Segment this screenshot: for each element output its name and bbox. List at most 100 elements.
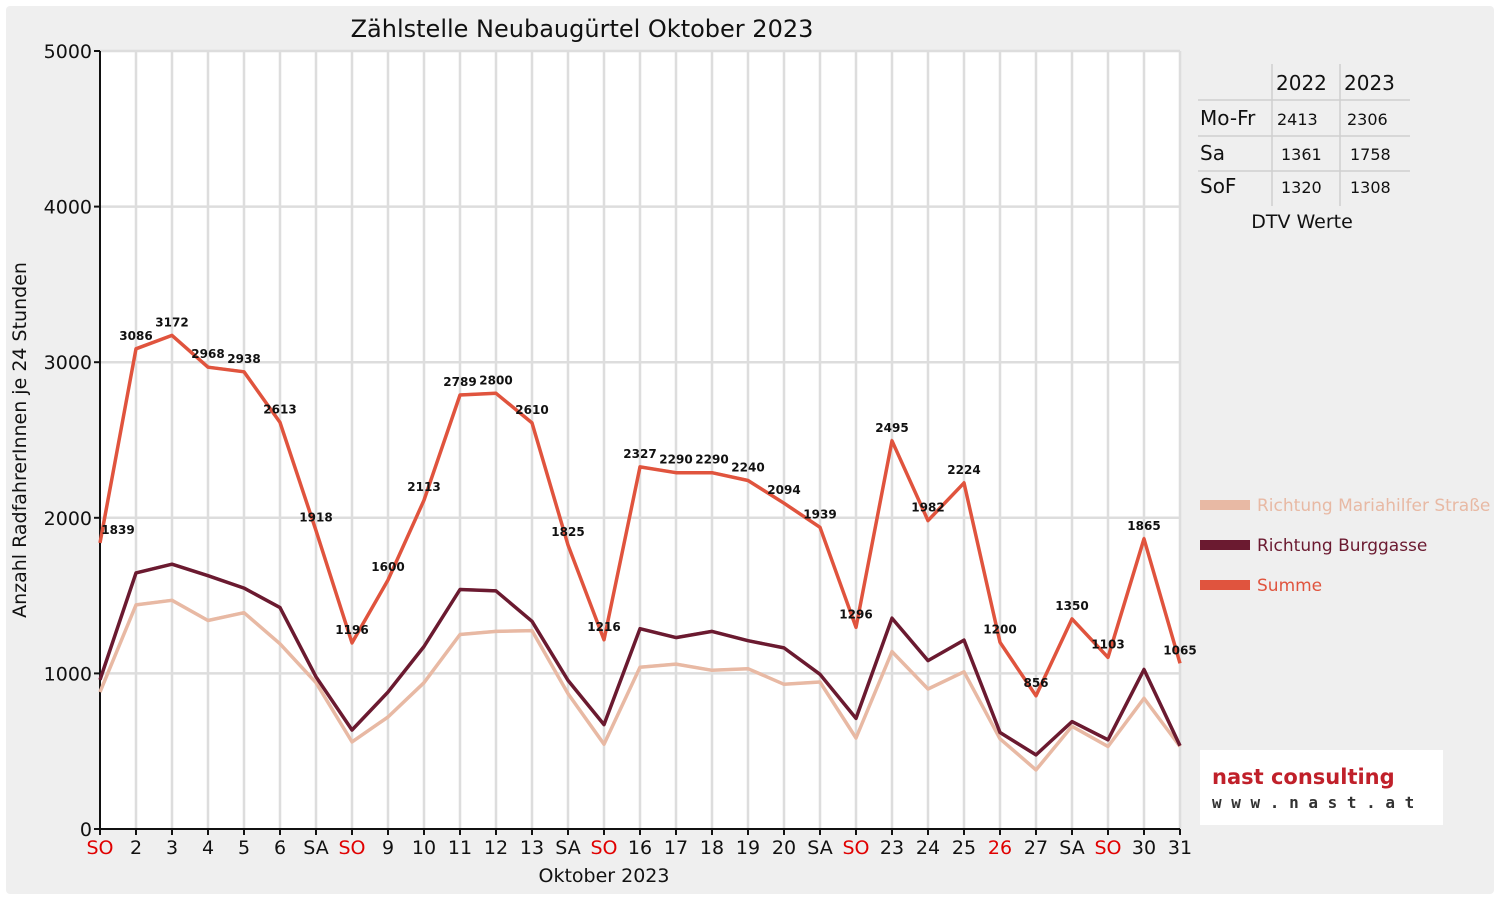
x-tick-label: 9	[382, 837, 394, 859]
legend-swatch	[1200, 500, 1250, 510]
x-tick-label: 19	[736, 837, 760, 859]
data-label: 2968	[191, 347, 224, 361]
data-label: 1200	[983, 622, 1016, 636]
x-tick-label: SA	[807, 837, 832, 859]
x-tick-label: SO	[338, 837, 365, 859]
data-label: 1196	[335, 623, 368, 637]
table-row-label: SoF	[1200, 174, 1236, 198]
chart-title: Zählstelle Neubaugürtel Oktober 2023	[351, 15, 814, 43]
table-header-2022: 2022	[1276, 71, 1327, 95]
data-label: 2094	[767, 483, 800, 497]
table-header-2023: 2023	[1344, 71, 1395, 95]
x-tick-label: SO	[842, 837, 869, 859]
x-tick-label: SA	[303, 837, 328, 859]
data-label: 1939	[803, 507, 836, 521]
y-tick-label: 2000	[44, 508, 92, 530]
data-label: 2327	[623, 447, 656, 461]
x-tick-label: 18	[700, 837, 724, 859]
data-label: 2224	[947, 463, 980, 477]
data-label: 2290	[659, 453, 692, 467]
x-tick-label: SO	[1094, 837, 1121, 859]
x-tick-label: 30	[1132, 837, 1156, 859]
x-tick-label: SA	[1059, 837, 1084, 859]
x-tick-label: 13	[520, 837, 544, 859]
data-label: 1103	[1091, 637, 1124, 651]
table-cell: 2413	[1277, 110, 1318, 129]
x-tick-label: SA	[555, 837, 580, 859]
x-tick-label: 31	[1168, 837, 1192, 859]
table-caption: DTV Werte	[1251, 211, 1353, 233]
data-label: 1839	[101, 523, 134, 537]
x-tick-label: 25	[952, 837, 976, 859]
logo-text: nast consulting	[1212, 765, 1395, 789]
table-cell: 1361	[1281, 145, 1322, 164]
logo-box	[1200, 750, 1443, 825]
logo-url: w w w . n a s t . a t	[1212, 793, 1414, 812]
table-cell: 1320	[1281, 178, 1322, 197]
data-label: 1918	[299, 511, 332, 525]
x-tick-label: 2	[130, 837, 142, 859]
x-tick-label: 17	[664, 837, 688, 859]
x-tick-label: 23	[880, 837, 904, 859]
x-tick-label: 12	[484, 837, 508, 859]
legend-swatch	[1200, 540, 1250, 550]
table-row-label: Sa	[1200, 141, 1225, 165]
x-tick-label: 26	[988, 837, 1012, 859]
data-label: 1825	[551, 525, 584, 539]
y-tick-label: 3000	[44, 352, 92, 374]
x-tick-label: 24	[916, 837, 940, 859]
x-axis-label: Oktober 2023	[539, 865, 670, 887]
series-line-richtung-burggasse-shadow	[99, 562, 1181, 755]
data-label: 1865	[1127, 519, 1160, 533]
table-row-label: Mo-Fr	[1200, 106, 1256, 130]
data-label: 1065	[1163, 643, 1196, 657]
x-tick-label: 20	[772, 837, 796, 859]
x-tick-label: SO	[590, 837, 617, 859]
table-cell: 2306	[1347, 110, 1388, 129]
x-tick-label: 11	[448, 837, 472, 859]
legend: Richtung Mariahilfer Straße Richtung Burg…	[1200, 496, 1490, 596]
x-tick-labels: SO 2 3 4 5 6 SA SO 9 10 11 12 13 SA SO 16 17 18 19 20 SA SO 23…	[86, 829, 1192, 859]
data-label: 2495	[875, 421, 908, 435]
horizontal-gridlines	[100, 49, 1180, 675]
series-lines	[98, 333, 1182, 772]
legend-label: Richtung Burggasse	[1257, 536, 1427, 556]
y-tick-labels: 0 1000 2000 3000 4000 5000	[44, 41, 100, 841]
data-label: 1982	[911, 501, 944, 515]
table-cell: 1758	[1350, 145, 1391, 164]
data-label: 1216	[587, 620, 620, 634]
data-label: 2938	[227, 352, 260, 366]
series-line-summe-shadow	[99, 333, 1181, 697]
data-label: 3172	[155, 315, 188, 329]
legend-swatch	[1200, 580, 1250, 590]
x-tick-label: 6	[274, 837, 286, 859]
x-tick-label: 3	[166, 837, 178, 859]
x-tick-label: 4	[202, 837, 214, 859]
x-tick-label: 16	[628, 837, 652, 859]
legend-label: Summe	[1257, 576, 1322, 596]
data-label: 1296	[839, 607, 872, 621]
x-tick-label: 27	[1024, 837, 1048, 859]
y-tick-label: 0	[80, 819, 92, 841]
vertical-gridlines	[134, 51, 1182, 829]
brand-logo: nast consulting w w w . n a s t . a t	[1200, 750, 1443, 825]
data-label: 2113	[407, 480, 440, 494]
series-line-richtung-mariahilfer-stra-e-shadow	[99, 598, 1181, 770]
legend-label: Richtung Mariahilfer Straße	[1257, 496, 1490, 516]
data-label: 2613	[263, 402, 296, 416]
y-tick-label: 1000	[44, 663, 92, 685]
y-tick-label: 5000	[44, 41, 92, 63]
data-label: 856	[1023, 676, 1048, 690]
data-label: 1350	[1055, 599, 1088, 613]
data-label: 2290	[695, 453, 728, 467]
data-label: 2240	[731, 460, 764, 474]
data-label: 3086	[119, 329, 152, 343]
data-label: 1600	[371, 560, 404, 574]
table-cell: 1308	[1350, 178, 1391, 197]
dtv-table: 2022 2023 Mo-Fr 2413 2306 Sa 1361 1758 S…	[1198, 64, 1410, 233]
x-tick-label: 5	[238, 837, 250, 859]
y-axis-label: Anzahl RadfahrerInnen je 24 Stunden	[9, 262, 31, 618]
data-label: 2789	[443, 375, 476, 389]
